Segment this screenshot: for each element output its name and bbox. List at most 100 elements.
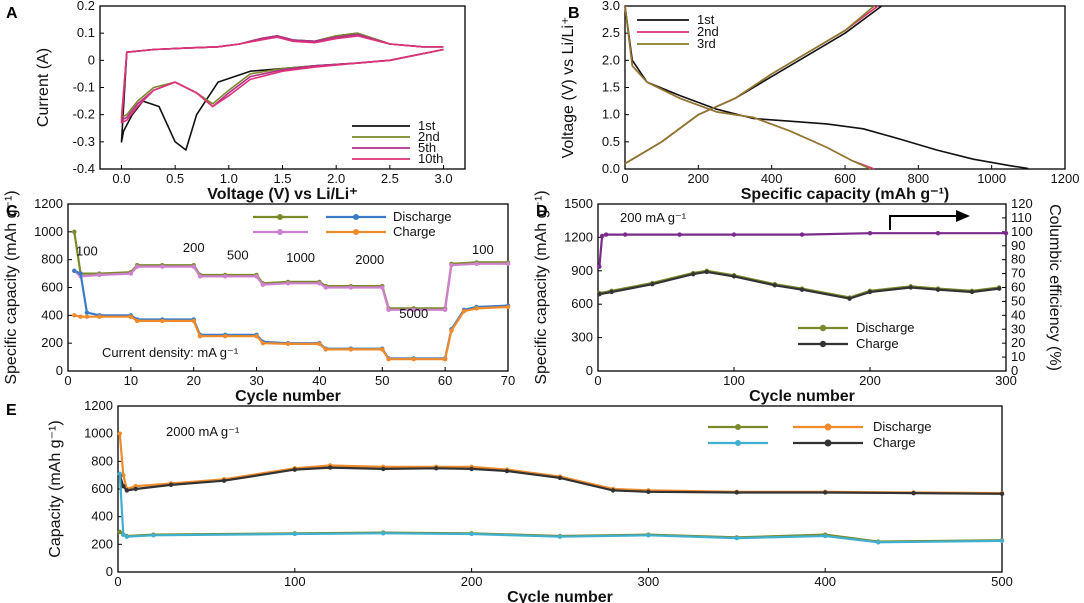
- series-line-efficiency-point: [1003, 231, 1009, 236]
- series-line-1: [73, 262, 508, 311]
- series-line-charge-point: [969, 289, 975, 295]
- series-line-charge-point: [609, 289, 614, 295]
- series-line-1-point: [381, 466, 386, 472]
- series-line-charge-point: [997, 286, 1002, 291]
- series-line-charge-point: [597, 291, 602, 297]
- legend-marker: [353, 229, 359, 235]
- series-line-3-point: [191, 318, 196, 324]
- current-density-label: 100: [76, 243, 98, 258]
- current-density-caption: Current density: mA g⁻¹: [102, 345, 239, 360]
- legend-label: 2nd: [418, 129, 440, 144]
- current-density-label: 200: [183, 240, 205, 255]
- x-tick-label: 70: [501, 373, 515, 388]
- legend-label: 2nd: [697, 24, 719, 39]
- y-axis-label: Capacity (mAh g⁻¹): [47, 420, 64, 557]
- panel-a-chart: 0.0 0.5 1.0 1.5 2.0 2.5 3.0 -0.4 -0.3 -0.2 -0.1 0 0.…: [35, 0, 466, 203]
- rate-annotation: 200 mA g⁻¹: [620, 210, 687, 225]
- panel-letter-e: E: [6, 402, 17, 419]
- series-line-charge-point: [691, 271, 696, 277]
- current-density-label: 500: [227, 248, 249, 263]
- x-tick-label: 100: [284, 574, 306, 589]
- series-line-1-point: [260, 282, 266, 287]
- y-tick-label: 0: [56, 363, 63, 378]
- legend-marker: [824, 423, 832, 431]
- y-tick-label: -0.3: [73, 134, 95, 149]
- series-line-3-point: [151, 533, 156, 538]
- series-line-1-point: [160, 264, 165, 269]
- series-line-3-point: [97, 314, 102, 319]
- series-line-1-point: [121, 484, 126, 489]
- y-tick-label: 0.1: [77, 25, 95, 40]
- series-line-1-point: [449, 263, 454, 268]
- y-tick-label: 1200: [34, 196, 63, 211]
- series-line-charge-point: [731, 274, 737, 279]
- y-tick-label: 800: [91, 453, 113, 468]
- x-tick-label: 1000: [977, 171, 1006, 186]
- y-tick-label: 0.5: [602, 134, 620, 149]
- series-line-0-point: [117, 431, 122, 436]
- series-line-3-point: [505, 304, 511, 310]
- series-line-1: [118, 466, 1003, 495]
- series-line-3: [118, 473, 1003, 544]
- series-line-3-point: [646, 533, 651, 538]
- series-line-1-point: [133, 486, 138, 492]
- y-axis-label: Voltage (V) vs Li/Li⁺: [560, 17, 577, 159]
- legend-label: Discharge: [873, 419, 932, 434]
- y-tick-label: 600: [571, 296, 593, 311]
- x-tick-label: 0: [594, 373, 601, 388]
- series-line-1-point: [128, 271, 134, 276]
- series-line-0: [73, 231, 508, 310]
- x-tick-label: 0.5: [166, 171, 184, 186]
- x-tick-label: 300: [638, 574, 660, 589]
- y-right-axis-label: Columbic efficiency (%): [1046, 204, 1063, 371]
- x-tick-label: 3.0: [434, 171, 452, 186]
- legend-marker: [819, 324, 827, 332]
- series-line-3-point: [317, 341, 322, 347]
- series-line-3-point: [386, 356, 391, 362]
- x-axis-label: Specific capacity (mAh g⁻¹): [741, 186, 950, 203]
- series-line-2-point: [84, 310, 90, 315]
- series-line-1-point: [610, 488, 616, 493]
- y-tick-label: 1200: [84, 398, 113, 413]
- current-density-label: 5000: [399, 306, 428, 321]
- y-tick-label: -0.1: [73, 80, 95, 95]
- series-line-3: [74, 305, 509, 361]
- series-line-1-point: [254, 274, 259, 279]
- series-line-1-point: [504, 468, 510, 474]
- y-tick-label: 2.0: [602, 52, 620, 67]
- series-line-3-point: [160, 318, 165, 324]
- x-tick-label: 500: [991, 574, 1013, 589]
- series-line-efficiency-point: [935, 231, 941, 236]
- series-line-1-point: [505, 261, 511, 267]
- y-right-tick-label: 60: [1011, 280, 1025, 295]
- y-right-tick-label: 50: [1011, 293, 1025, 308]
- panel-letter-b: B: [568, 5, 580, 22]
- x-tick-label: 0: [621, 171, 628, 186]
- y-axis-label: Specific capacity (mAh g⁻¹): [533, 190, 550, 384]
- arrow-line: [889, 215, 958, 230]
- y-tick-label: 1500: [564, 196, 593, 211]
- series-line-charge: [599, 270, 1000, 300]
- legend-marker: [277, 214, 283, 220]
- series-line-3-point: [348, 347, 354, 352]
- panel-b-chart: 0 200 400 600 800 1000 1200 0.0 0.5 1.0 1.5 2.0 2.5 3…: [560, 0, 1079, 203]
- x-tick-label: 300: [995, 373, 1017, 388]
- x-tick-label: 600: [834, 171, 856, 186]
- series-line-3-point: [557, 534, 563, 539]
- x-tick-label: 200: [461, 574, 483, 589]
- x-tick-label: 40: [312, 373, 326, 388]
- legend-label: 10th: [418, 151, 443, 166]
- y-right-tick-label: 0: [1011, 363, 1018, 378]
- x-tick-label: 400: [761, 171, 783, 186]
- y-tick-label: 900: [571, 263, 593, 278]
- series-line-1-point: [323, 285, 328, 290]
- x-tick-label: 20: [186, 373, 200, 388]
- x-axis-label: Cycle number: [235, 388, 341, 405]
- series-line-1-point: [823, 490, 828, 495]
- y-right-tick-label: 110: [1011, 210, 1032, 225]
- series-line-1-point: [474, 261, 479, 267]
- legend-label: 5th: [418, 140, 436, 155]
- panel-c-chart: 0 10 20 30 40 50 60 70 0 200 400 600 800 1000 1200 Cycl…: [3, 190, 515, 405]
- y-tick-label: 600: [41, 280, 63, 295]
- y-tick-label: 1000: [84, 426, 113, 441]
